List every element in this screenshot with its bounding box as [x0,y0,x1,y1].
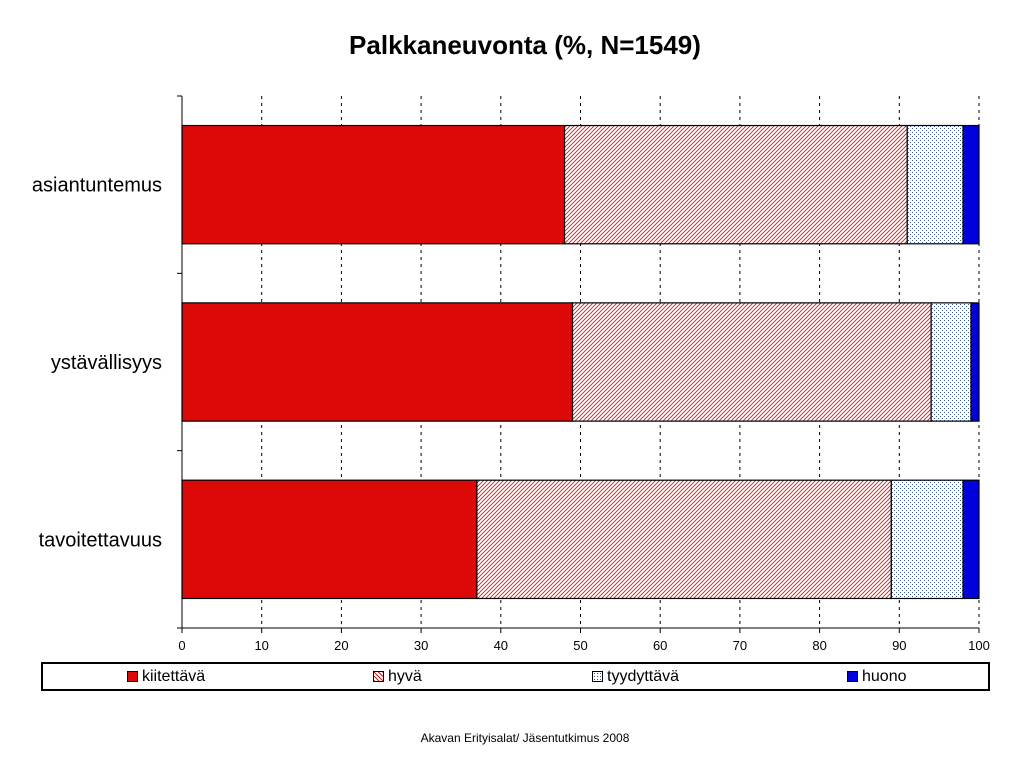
bar-huono-tavoitettavuus [962,479,980,600]
x-tick-label: 0 [178,638,185,653]
chart-title: Palkkaneuvonta (%, N=1549) [349,30,701,60]
legend: kiitettävä hyvä tyydyttävä huono [41,662,990,691]
bar-hyva-tavoitettavuus [476,479,892,600]
bar-series [181,124,980,600]
bar-hyva-ystavallisyys [571,302,932,422]
legend-label: huono [862,667,907,685]
x-tick-label: 20 [334,638,348,653]
bar-tyydyttava-ystavallisyys [930,302,972,422]
legend-label: kiitettävä [142,667,206,685]
x-tick-label: 60 [653,638,667,653]
legend-label: hyvä [388,667,422,685]
x-tick-label: 30 [414,638,428,653]
bar-huono-ystavallisyys [970,302,980,422]
legend-item-tyydyttava: tyydyttävä [592,664,679,689]
x-tick-label: 70 [733,638,747,653]
x-tick-label: 90 [892,638,906,653]
bar-kiitettava-tavoitettavuus [181,479,478,600]
legend-label: tyydyttävä [607,667,680,685]
bar-tyydyttava-tavoitettavuus [890,479,964,600]
x-tick-label: 40 [494,638,508,653]
x-tick-label: 80 [812,638,826,653]
footer-source: Akavan Erityisalat/ Jäsentutkimus 2008 [420,731,630,745]
legend-swatch [592,671,603,682]
bar-kiitettava-ystavallisyys [181,302,574,422]
bar-hyva-asiantuntemus [563,124,908,245]
x-tick-label: 10 [254,638,268,653]
x-tick-label: 100 [968,638,990,653]
legend-item-kiitettava: kiitettävä [127,664,205,689]
bar-tyydyttava-asiantuntemus [906,124,964,245]
legend-item-huono: huono [847,664,907,689]
legend-swatch [847,671,858,682]
bar-huono-asiantuntemus [962,124,980,245]
x-tick-label: 50 [573,638,587,653]
legend-item-hyva: hyvä [373,664,422,689]
category-label: tavoitettavuus [39,529,162,551]
axes: asiantuntemus ystävällisyys tavoitettavuus… [32,95,990,653]
chart-plot: asiantuntemus ystävällisyys tavoitettavuus… [32,95,990,653]
bar-kiitettava-asiantuntemus [181,124,566,245]
category-label: asiantuntemus [32,175,162,197]
category-label: ystävällisyys [51,352,162,374]
legend-swatch [127,671,138,682]
legend-swatch [373,671,384,682]
